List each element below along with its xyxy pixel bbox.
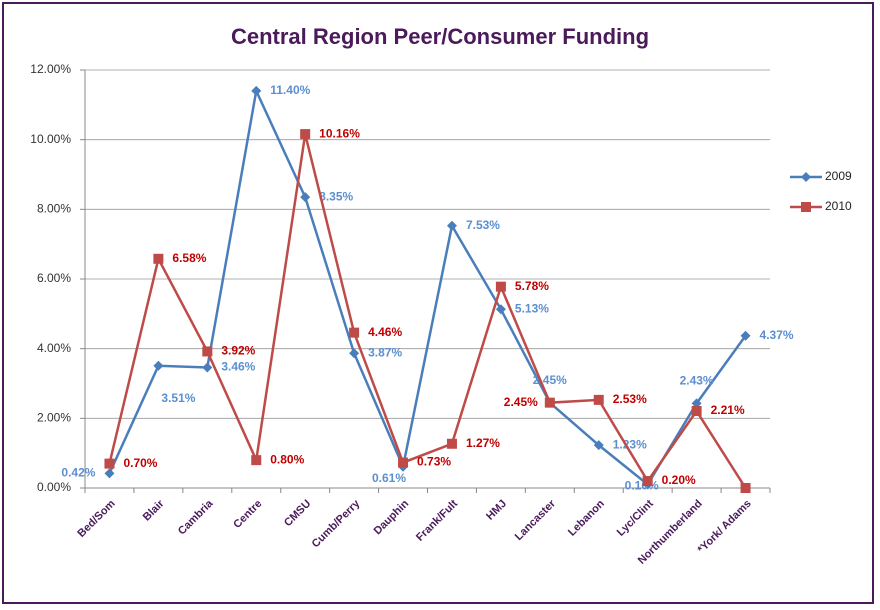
data-point [593,440,604,451]
y-tick-label: 8.00% [37,202,71,216]
data-label: 0.10% [625,479,659,493]
legend-marker [801,202,811,212]
data-point [251,85,262,96]
data-point [202,362,213,373]
data-point [495,304,506,315]
series-line [108,86,747,487]
data-label: 0.73% [417,455,451,469]
data-label: 0.61% [372,471,406,485]
data-label: 0.42% [61,466,95,480]
data-label: 2.43% [680,374,714,388]
data-point [544,397,555,408]
data-point [446,438,457,449]
data-label: 0.20% [662,473,696,487]
data-label: 1.23% [613,437,647,451]
x-tick-label: Cumb/Perry [310,497,363,550]
data-point [398,457,409,468]
data-label: 4.46% [368,325,402,339]
y-tick-label: 4.00% [37,341,71,355]
x-tick-label: Centre [231,498,264,531]
data-point [446,220,457,231]
data-label: 1.27% [466,436,500,450]
data-label: 2.53% [613,392,647,406]
x-tick-label: Lyc/Clint [615,497,656,538]
data-point [349,327,360,338]
data-point [593,394,604,405]
x-tick-label: HMJ [484,498,509,523]
data-label: 3.51% [161,391,195,405]
chart-title: Central Region Peer/Consumer Funding [231,24,649,49]
data-point [153,253,164,264]
legend-label: 2010 [825,199,852,213]
data-label: 5.78% [515,279,549,293]
legend-label: 2009 [825,169,852,183]
x-tick-label: Cambria [176,497,216,537]
legend-marker [801,172,811,182]
data-point [740,330,751,341]
data-label: 0.70% [123,456,157,470]
data-label: 7.53% [466,218,500,232]
data-label: 4.37% [760,328,794,342]
data-point [495,281,506,292]
data-point [740,483,751,493]
data-point [104,458,115,469]
data-point [349,348,360,359]
y-tick-label: 6.00% [37,271,71,285]
series-line [108,133,747,489]
data-label: 2.21% [711,403,745,417]
y-tick-label: 0.00% [37,480,71,494]
data-point [691,406,702,417]
y-tick-label: 10.00% [30,132,71,146]
data-label: 2.45% [504,395,538,409]
x-tick-label: Bed/Som [75,498,117,540]
data-point [300,129,311,140]
data-point [251,455,262,466]
data-point [153,360,164,371]
data-point [300,192,311,203]
data-label: 3.87% [368,345,402,359]
y-tick-label: 2.00% [37,411,71,425]
x-tick-label: CMSU [282,498,313,529]
x-tick-label: Frank/Fult [414,497,460,543]
data-label: 8.35% [319,189,353,203]
y-tick-label: 12.00% [30,62,71,76]
data-label: 0.80% [270,452,304,466]
data-label: 10.16% [319,126,360,140]
data-label: 5.13% [515,301,549,315]
data-point [104,468,115,479]
x-tick-label: Lebanon [566,498,607,539]
data-point [202,346,213,357]
x-tick-label: Lancaster [513,497,559,543]
x-tick-label: Blair [141,497,167,523]
data-label: 11.40% [270,83,310,97]
x-tick-label: Dauphin [372,497,412,537]
data-point [642,476,653,487]
data-label: 3.92% [221,344,255,358]
data-label: 3.46% [221,360,255,374]
data-label: 6.58% [172,251,206,265]
data-point [691,398,702,409]
